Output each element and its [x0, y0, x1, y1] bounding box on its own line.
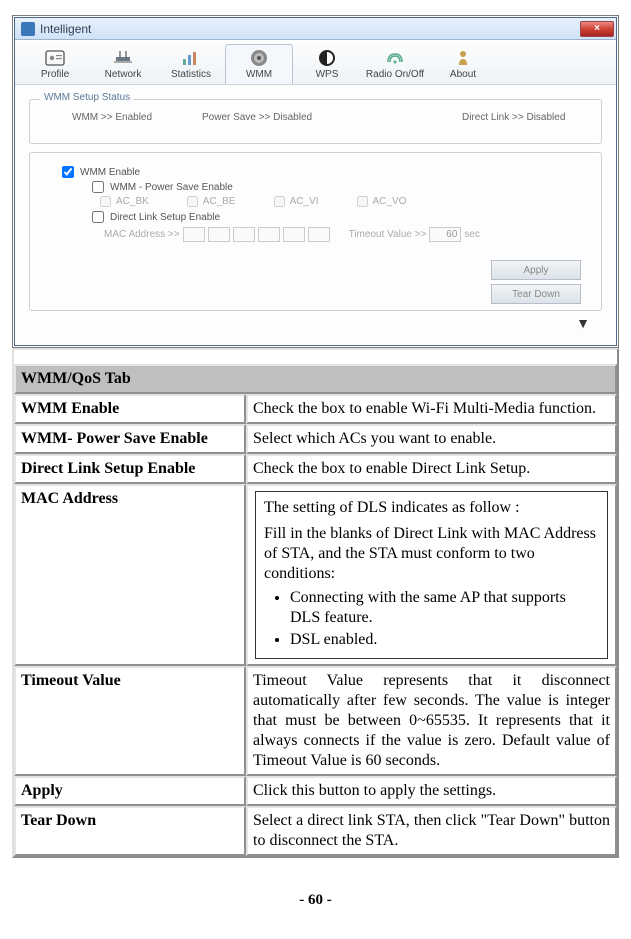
row-desc: Select a direct link STA, then click "Te…: [246, 806, 617, 856]
mac-field-3[interactable]: [233, 227, 255, 242]
tab-network[interactable]: Network: [89, 44, 157, 84]
screenshot-frame: Intelligent × Profile Network Statistics…: [12, 15, 619, 348]
tab-label: Radio On/Off: [366, 69, 424, 80]
tab-label: WPS: [316, 69, 339, 80]
table-header: WMM/QoS Tab: [14, 364, 617, 394]
titlebar: Intelligent ×: [15, 18, 616, 40]
ac-bk-checkbox[interactable]: [100, 196, 111, 207]
dls-label: Direct Link Setup Enable: [110, 212, 220, 223]
teardown-button[interactable]: Tear Down: [491, 284, 581, 304]
status-powersave: Power Save >> Disabled: [202, 112, 402, 123]
ac-vi-label: AC_VI: [290, 196, 319, 207]
network-icon: [109, 47, 137, 69]
dls-inputs: MAC Address >> Timeout Value >> 60 sec: [104, 227, 589, 242]
tab-radio[interactable]: Radio On/Off: [361, 44, 429, 84]
ac-vo-checkbox[interactable]: [357, 196, 368, 207]
window-title: Intelligent: [40, 22, 91, 36]
status-wmm: WMM >> Enabled: [72, 112, 202, 123]
row-desc: The setting of DLS indicates as follow :…: [246, 484, 617, 666]
row-desc: Check the box to enable Wi-Fi Multi-Medi…: [246, 394, 617, 424]
mac-line2: Fill in the blanks of Direct Link with M…: [264, 524, 599, 584]
powersave-row: WMM - Power Save Enable: [92, 181, 589, 193]
ac-be-label: AC_BE: [203, 196, 236, 207]
toolbar: Profile Network Statistics WMM WPS Radio…: [15, 40, 616, 85]
status-legend: WMM Setup Status: [40, 92, 134, 103]
mac-label: MAC Address >>: [104, 229, 180, 240]
controls-fieldset: WMM Enable WMM - Power Save Enable AC_BK…: [29, 152, 602, 311]
timeout-field[interactable]: 60: [429, 227, 461, 242]
wps-icon: [313, 47, 341, 69]
wmm-icon: [245, 47, 273, 69]
row-desc: Click this button to apply the settings.: [246, 776, 617, 806]
tab-profile[interactable]: Profile: [21, 44, 89, 84]
row-name: Direct Link Setup Enable: [14, 454, 246, 484]
tab-wmm[interactable]: WMM: [225, 44, 293, 84]
tab-statistics[interactable]: Statistics: [157, 44, 225, 84]
radio-icon: [381, 47, 409, 69]
row-desc: Check the box to enable Direct Link Setu…: [246, 454, 617, 484]
row-desc: Timeout Value represents that it disconn…: [246, 666, 617, 776]
page-number: - 60 -: [12, 892, 619, 909]
ac-be-checkbox[interactable]: [187, 196, 198, 207]
ac-row: AC_BK AC_BE AC_VI AC_VO: [100, 196, 589, 207]
mac-field-6[interactable]: [308, 227, 330, 242]
about-icon: [449, 47, 477, 69]
ac-vo-label: AC_VO: [373, 196, 407, 207]
dls-checkbox[interactable]: [92, 211, 104, 223]
mac-line1: The setting of DLS indicates as follow :: [264, 498, 599, 518]
expand-arrow-icon[interactable]: ▼: [29, 315, 602, 331]
row-name: Tear Down: [14, 806, 246, 856]
wmm-enable-label: WMM Enable: [80, 167, 140, 178]
tab-label: WMM: [246, 69, 272, 80]
tab-label: Profile: [41, 69, 69, 80]
row-name: WMM- Power Save Enable: [14, 424, 246, 454]
tab-label: Statistics: [171, 69, 211, 80]
doc-table: WMM/QoS Tab WMM Enable Check the box to …: [12, 348, 619, 858]
row-name: WMM Enable: [14, 394, 246, 424]
powersave-checkbox[interactable]: [92, 181, 104, 193]
app-window: Intelligent × Profile Network Statistics…: [14, 17, 617, 346]
mac-field-2[interactable]: [208, 227, 230, 242]
powersave-label: WMM - Power Save Enable: [110, 182, 233, 193]
mac-field-5[interactable]: [283, 227, 305, 242]
profile-icon: [41, 47, 69, 69]
tab-label: About: [450, 69, 476, 80]
row-name: Timeout Value: [14, 666, 246, 776]
dls-row: Direct Link Setup Enable: [92, 211, 589, 223]
row-desc: Select which ACs you want to enable.: [246, 424, 617, 454]
app-icon: [21, 22, 35, 36]
ac-bk-label: AC_BK: [116, 196, 149, 207]
tab-wps[interactable]: WPS: [293, 44, 361, 84]
timeout-unit: sec: [464, 229, 480, 240]
status-directlink: Direct Link >> Disabled: [402, 112, 571, 123]
statistics-icon: [177, 47, 205, 69]
close-button[interactable]: ×: [580, 21, 614, 37]
mac-field-1[interactable]: [183, 227, 205, 242]
mac-field-4[interactable]: [258, 227, 280, 242]
timeout-label: Timeout Value >>: [349, 229, 427, 240]
wmm-enable-row: WMM Enable: [62, 166, 589, 178]
mac-bullet-1: Connecting with the same AP that support…: [290, 588, 599, 628]
tab-label: Network: [105, 69, 142, 80]
row-name: Apply: [14, 776, 246, 806]
tab-about[interactable]: About: [429, 44, 497, 84]
mac-bullet-2: DSL enabled.: [290, 630, 599, 650]
wmm-enable-checkbox[interactable]: [62, 166, 74, 178]
mac-description-box: The setting of DLS indicates as follow :…: [255, 491, 608, 659]
ac-vi-checkbox[interactable]: [274, 196, 285, 207]
row-name: MAC Address: [14, 484, 246, 666]
apply-button[interactable]: Apply: [491, 260, 581, 280]
status-fieldset: WMM Setup Status WMM >> Enabled Power Sa…: [29, 99, 602, 144]
